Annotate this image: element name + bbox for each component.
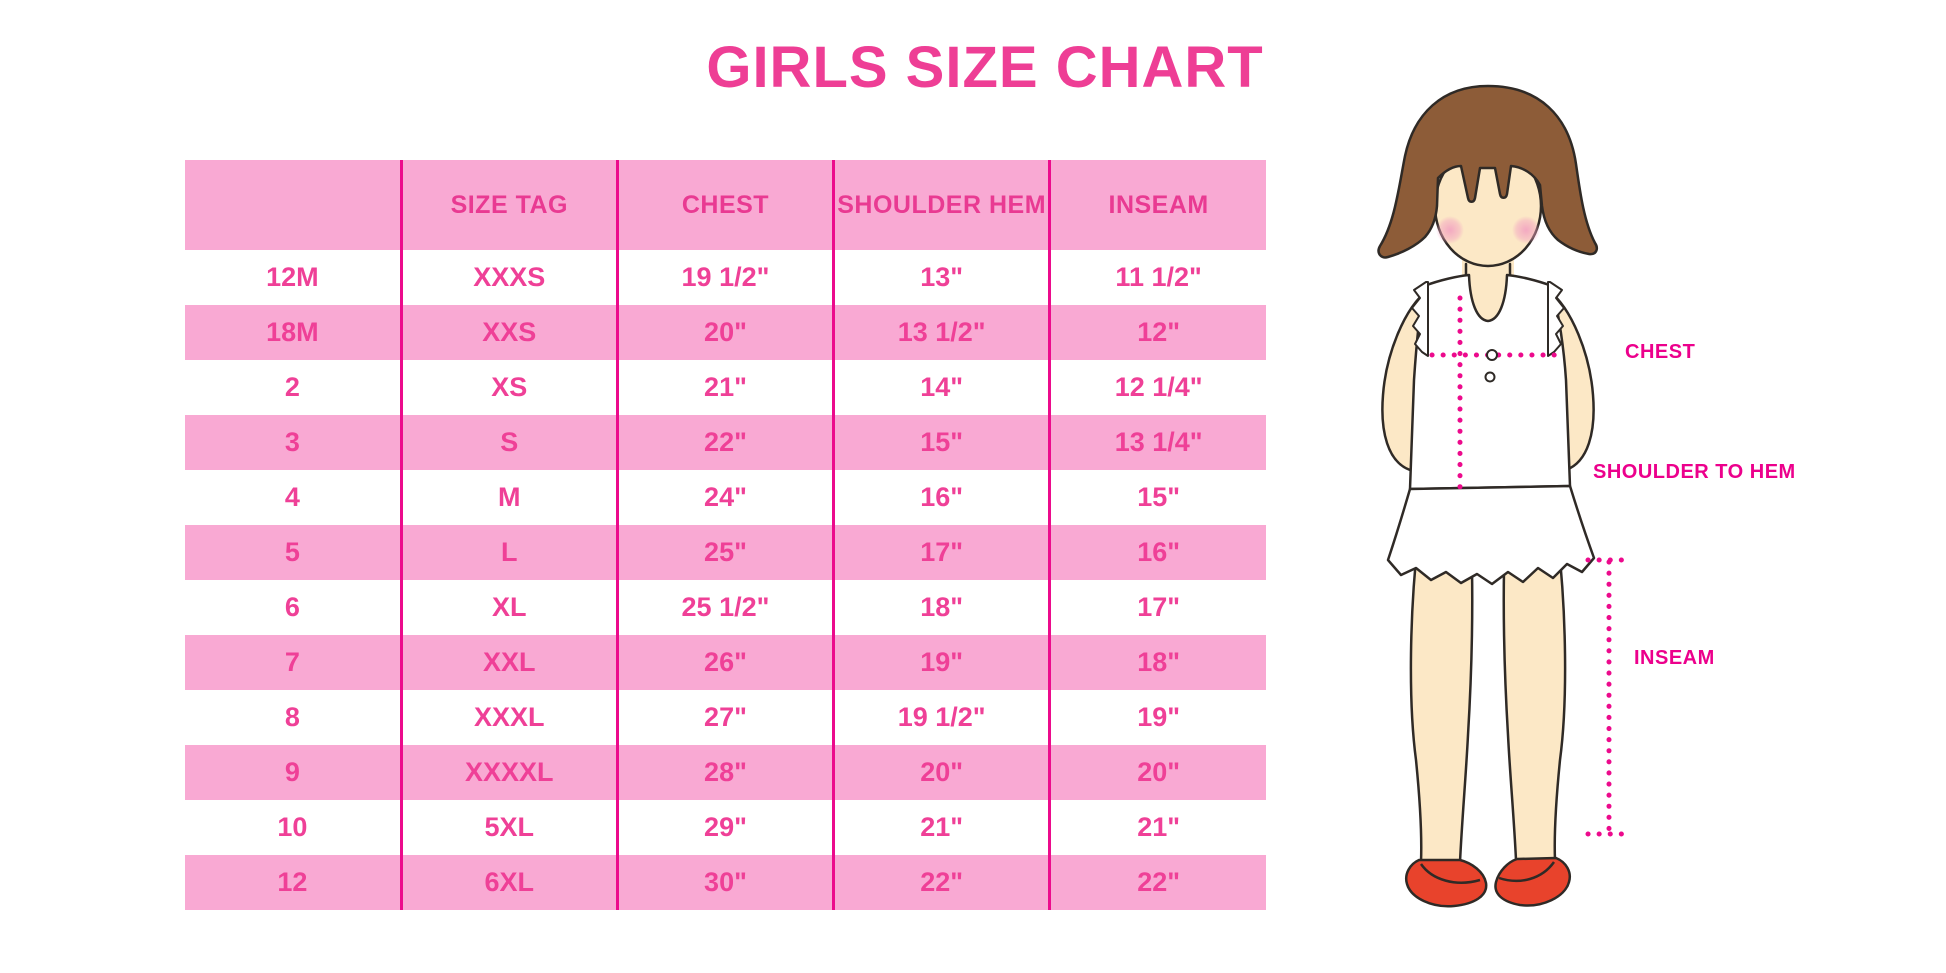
table-cell-inseam: 13 1/4" — [1048, 415, 1266, 470]
girl-hair — [1377, 84, 1598, 259]
table-cell-size-tag: S — [399, 415, 618, 470]
table-cell-size: 6 — [284, 592, 300, 622]
table-cell-size: 4 — [284, 482, 300, 512]
table-cell-chest: 25" — [615, 525, 834, 580]
table-cell-inseam: 15" — [1048, 470, 1266, 525]
table-cell-inseam: 21" — [1048, 800, 1266, 855]
girl-shoes — [1405, 856, 1571, 908]
table-row: 9 XXXXL 28" 20" 20" — [185, 745, 1266, 800]
table-cell-size-tag: XXXL — [399, 690, 618, 745]
table-cell-chest: 27" — [615, 690, 834, 745]
table-cell-size: 5 — [284, 537, 300, 567]
table-cell-inseam: 19" — [1048, 690, 1266, 745]
measurement-dotted-lines — [1429, 295, 1634, 837]
table-row: 10 5XL 29" 21" 21" — [185, 800, 1266, 855]
table-cell-inseam: 20" — [1048, 745, 1266, 800]
table-cell-shoulder-hem: 13" — [832, 250, 1050, 305]
table-cell-chest: 29" — [615, 800, 834, 855]
table-row: 4 M 24" 16" 15" — [185, 470, 1266, 525]
page-title: GIRLS SIZE CHART — [706, 35, 1264, 100]
table-header-row: SIZE TAG CHEST SHOULDER HEM INSEAM — [185, 160, 1266, 250]
girl-shoulder-ruffles — [1411, 281, 1565, 357]
table-row: 6 XL 25 1/2" 18" 17" — [185, 580, 1266, 635]
table-row: 3 S 22" 15" 13 1/4" — [185, 415, 1266, 470]
table-row: 8 XXXL 27" 19 1/2" 19" — [185, 690, 1266, 745]
table-cell-size: 12 — [277, 867, 308, 897]
table-cell-shoulder-hem: 22" — [832, 855, 1050, 910]
table-cell-inseam: 18" — [1048, 635, 1266, 690]
column-header-chest: CHEST — [615, 160, 834, 250]
girl-dress-buttons — [1484, 349, 1498, 383]
table-cell-shoulder-hem: 14" — [832, 360, 1050, 415]
table-cell-size-tag: XL — [399, 580, 618, 635]
table-cell-size-tag: XXS — [399, 305, 618, 360]
table-cell-shoulder-hem: 20" — [832, 745, 1050, 800]
table-cell-chest: 20" — [615, 305, 834, 360]
size-table: SIZE TAG CHEST SHOULDER HEM INSEAM 12M X… — [185, 160, 1266, 910]
table-cell-size: 12M — [266, 262, 319, 292]
table-cell-chest: 28" — [615, 745, 834, 800]
table-cell-inseam: 17" — [1048, 580, 1266, 635]
table-cell-shoulder-hem: 16" — [832, 470, 1050, 525]
table-cell-shoulder-hem: 15" — [832, 415, 1050, 470]
table-cell-inseam: 22" — [1048, 855, 1266, 910]
table-cell-chest: 21" — [615, 360, 834, 415]
table-cell-size: 8 — [284, 702, 300, 732]
table-row: 12M XXXS 19 1/2" 13" 11 1/2" — [185, 250, 1266, 305]
table-row: 7 XXL 26" 19" 18" — [185, 635, 1266, 690]
table-cell-shoulder-hem: 19 1/2" — [832, 690, 1050, 745]
table-cell-size: 9 — [284, 757, 300, 787]
table-cell-size-tag: XXXXL — [399, 745, 618, 800]
table-cell-size-tag: 6XL — [399, 855, 618, 910]
table-row: 12 6XL 30" 22" 22" — [185, 855, 1266, 910]
table-cell-inseam: 16" — [1048, 525, 1266, 580]
shoulder-to-hem-measure-label: SHOULDER TO HEM — [1593, 461, 1796, 483]
chest-measure-label: CHEST — [1625, 341, 1696, 363]
inseam-measure-label: INSEAM — [1634, 647, 1715, 669]
table-cell-shoulder-hem: 13 1/2" — [832, 305, 1050, 360]
table-cell-chest: 24" — [615, 470, 834, 525]
table-cell-shoulder-hem: 19" — [832, 635, 1050, 690]
table-cell-size-tag: 5XL — [399, 800, 618, 855]
table-row: 2 XS 21" 14" 12 1/4" — [185, 360, 1266, 415]
table-cell-chest: 19 1/2" — [615, 250, 834, 305]
column-header-shoulder-hem: SHOULDER HEM — [832, 160, 1050, 250]
table-cell-size: 2 — [284, 372, 300, 402]
girl-blush-right — [1512, 216, 1540, 244]
table-cell-size-tag: XXL — [399, 635, 618, 690]
table-cell-size: 7 — [284, 647, 300, 677]
table-cell-size-tag: XS — [399, 360, 618, 415]
table-cell-shoulder-hem: 17" — [832, 525, 1050, 580]
column-header-size-tag: SIZE TAG — [399, 160, 618, 250]
table-row: 5 L 25" 17" 16" — [185, 525, 1266, 580]
table-cell-chest: 22" — [615, 415, 834, 470]
table-cell-inseam: 12" — [1048, 305, 1266, 360]
table-cell-size: 10 — [277, 812, 308, 842]
girl-skirt — [1386, 484, 1596, 586]
column-header-inseam: INSEAM — [1048, 160, 1266, 250]
table-cell-chest: 26" — [615, 635, 834, 690]
table-cell-inseam: 12 1/4" — [1048, 360, 1266, 415]
column-header-blank — [185, 160, 402, 250]
table-cell-shoulder-hem: 21" — [832, 800, 1050, 855]
table-cell-chest: 25 1/2" — [615, 580, 834, 635]
girl-blush-left — [1436, 216, 1464, 244]
table-cell-chest: 30" — [615, 855, 834, 910]
table-cell-size: 3 — [284, 427, 300, 457]
table-cell-size: 18M — [266, 317, 319, 347]
table-cell-size-tag: XXXS — [399, 250, 618, 305]
girl-illustration — [1377, 84, 1634, 908]
table-cell-shoulder-hem: 18" — [832, 580, 1050, 635]
girl-legs — [1409, 538, 1567, 864]
table-cell-size-tag: M — [399, 470, 618, 525]
table-cell-size-tag: L — [399, 525, 618, 580]
table-row: 18M XXS 20" 13 1/2" 12" — [185, 305, 1266, 360]
table-cell-inseam: 11 1/2" — [1048, 250, 1266, 305]
